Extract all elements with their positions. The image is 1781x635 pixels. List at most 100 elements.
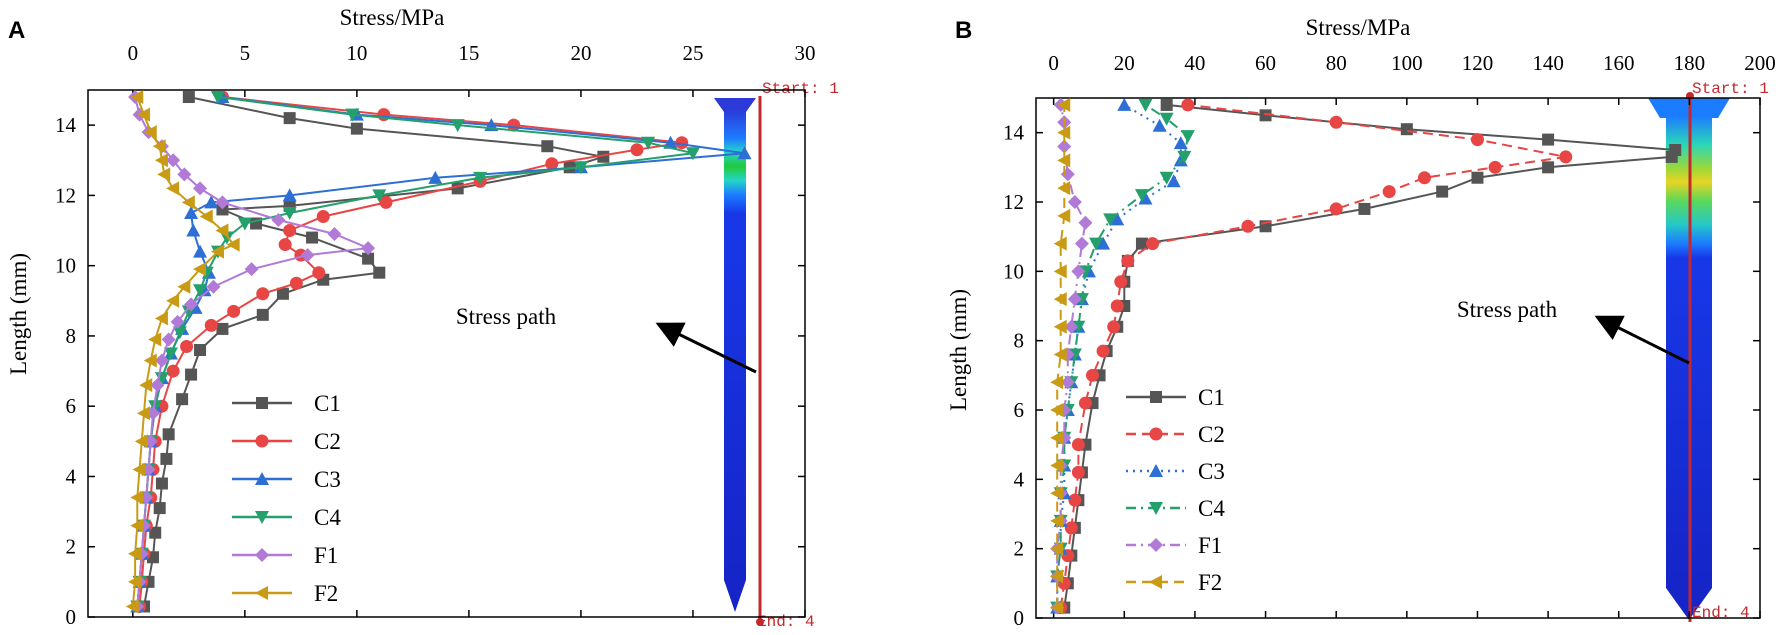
data-point-f2 [1057, 97, 1071, 112]
data-point-c1 [306, 231, 319, 244]
data-point-c1 [155, 477, 168, 490]
x-axis-title-b: Stress/MPa [1306, 15, 1411, 40]
y-axis-title-a: Length (mm) [6, 253, 31, 375]
data-point-c1 [451, 182, 464, 195]
data-point-f2 [125, 599, 139, 614]
data-point-c2 [1329, 115, 1343, 129]
data-point-c4 [148, 400, 163, 414]
data-point-f2 [1050, 458, 1064, 473]
data-point-c2 [1071, 438, 1085, 452]
series-line-c2 [1059, 103, 1566, 608]
legend-entry-c4: C4 [232, 505, 341, 530]
legend-label-c4: C4 [314, 505, 341, 530]
series-c2 [1054, 98, 1573, 615]
data-point-c3 [737, 146, 752, 160]
data-point-f1 [166, 153, 181, 168]
y-tick-label: 10 [1003, 259, 1024, 283]
pin-tip-a [724, 580, 746, 612]
annotation-arrow-a [655, 322, 757, 374]
data-point-f1 [1060, 375, 1075, 390]
data-point-c1 [182, 91, 195, 104]
data-point-f2 [1057, 181, 1071, 196]
data-point-c4 [193, 284, 208, 298]
data-point-c2 [1241, 219, 1255, 233]
x-tick-label: 100 [1391, 51, 1423, 75]
series-c2 [133, 90, 689, 613]
legend-entry-f1: F1 [1126, 533, 1222, 558]
data-point-f1 [271, 212, 286, 227]
x-tick-label: 180 [1674, 51, 1706, 75]
y-tick-label: 2 [66, 535, 77, 559]
panel-a: A Stress/MPa Length (mm) Start: 1 End: 4… [6, 5, 839, 631]
data-point-c4 [1180, 130, 1195, 144]
legend-entry-c3: C3 [1126, 459, 1225, 484]
panel-label-a: A [8, 17, 25, 44]
legend-entry-c2: C2 [232, 429, 341, 454]
data-point-c1 [160, 452, 173, 465]
data-point-c2 [256, 287, 270, 301]
y-tick-label: 0 [1014, 606, 1025, 630]
data-point-c4 [473, 171, 488, 185]
data-point-c4 [372, 189, 387, 203]
path-end-label-b: End: 4 [1692, 604, 1750, 622]
data-point-f1 [1064, 319, 1079, 334]
data-point-f2 [154, 311, 168, 326]
data-point-f2 [1053, 319, 1067, 334]
data-point-c1 [350, 122, 363, 135]
legend-marker-f1 [255, 548, 269, 562]
legend-marker-c2 [255, 434, 269, 448]
data-point-f1 [361, 241, 376, 256]
data-point-f1 [184, 297, 199, 312]
data-point-c2 [1078, 396, 1092, 410]
legend-marker-c3 [1149, 464, 1163, 477]
data-point-c4 [172, 326, 187, 340]
series-f1 [128, 90, 376, 614]
y-tick-label: 14 [1003, 121, 1025, 145]
x-tick-label: 10 [346, 41, 367, 65]
data-point-c2 [1382, 185, 1396, 199]
y-tick-label: 12 [55, 183, 76, 207]
y-tick-label: 4 [1014, 467, 1025, 491]
legend-marker-f2 [255, 586, 268, 600]
data-point-c4 [685, 147, 700, 161]
data-point-c2 [1488, 160, 1502, 174]
y-axis-title-b: Length (mm) [946, 289, 971, 411]
stress-path-annotation-a: Stress path [456, 304, 557, 329]
data-point-c4 [1138, 98, 1153, 112]
data-point-c4 [1134, 189, 1149, 203]
data-point-c2 [1121, 254, 1135, 268]
data-point-f1 [300, 248, 315, 263]
data-point-f2 [226, 237, 240, 252]
data-point-c1 [362, 252, 375, 265]
data-point-c2 [1064, 521, 1078, 535]
data-point-f1 [1057, 139, 1072, 154]
data-point-c1 [162, 428, 175, 441]
data-point-c1 [216, 203, 229, 216]
data-point-c2 [166, 364, 180, 378]
legend-label-c3: C3 [314, 467, 341, 492]
data-point-c1 [283, 112, 296, 125]
series-c1 [1058, 98, 1682, 614]
data-point-f2 [166, 181, 180, 196]
data-point-c1 [1259, 109, 1272, 122]
series-line-c3 [136, 96, 745, 607]
data-point-c4 [1177, 150, 1192, 164]
series-c1 [138, 91, 610, 613]
series-f2 [125, 90, 240, 614]
data-point-f2 [148, 332, 162, 347]
data-point-c1 [185, 368, 198, 381]
data-point-c4 [573, 161, 588, 175]
stress-path-pin-a: Start: 1 End: 4 [714, 80, 839, 631]
series-line-c2 [138, 96, 682, 607]
data-point-c1 [1542, 161, 1555, 174]
legend-entry-c2: C2 [1126, 422, 1225, 447]
legend-marker-c2 [1149, 427, 1163, 441]
data-point-c4 [641, 136, 656, 150]
data-point-f1 [1067, 195, 1082, 209]
pin-shaft-a [724, 110, 746, 580]
legend-label-c4: C4 [1198, 496, 1225, 521]
data-point-c2 [1329, 202, 1343, 216]
y-tick-label: 6 [1014, 398, 1025, 422]
data-point-c4 [1089, 237, 1104, 251]
data-point-c1 [176, 393, 189, 406]
